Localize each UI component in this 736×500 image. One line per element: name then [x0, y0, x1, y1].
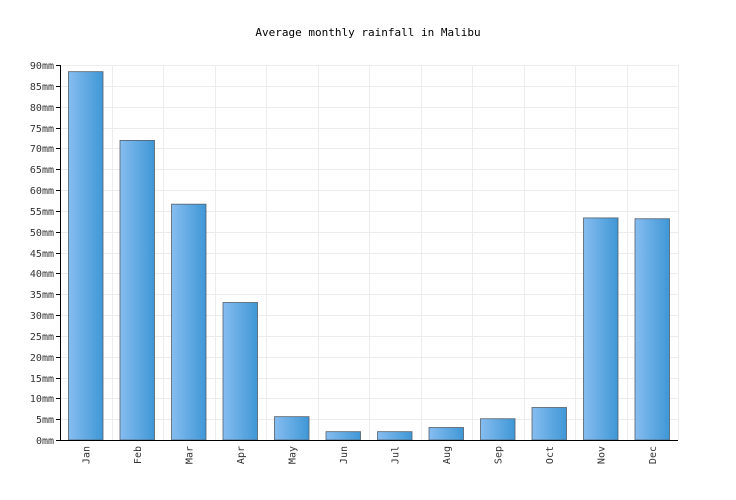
y-tick-label: 30mm [30, 311, 54, 322]
y-tick-label: 70mm [30, 144, 54, 155]
x-axis-ticks: Jan Feb Mar Apr May Jun Jul Aug Sep Oct Nov Dec [81, 446, 659, 464]
y-tick-label: 55mm [30, 207, 54, 218]
y-tick-label: 20mm [30, 353, 54, 364]
x-tick-label: Aug [442, 446, 453, 464]
y-tick-label: 50mm [30, 228, 54, 239]
y-tick-label: 25mm [30, 332, 54, 343]
y-tick-label: 80mm [30, 103, 54, 114]
x-tick-label: Jan [81, 446, 92, 464]
y-tick-label: 85mm [30, 82, 54, 93]
y-tick-label: 60mm [30, 186, 54, 197]
x-tick-label: Mar [184, 446, 195, 464]
x-tick-label: Nov [596, 446, 607, 464]
bar-jun [325, 431, 361, 441]
bars [68, 71, 670, 441]
grid [60, 65, 679, 440]
bar-apr [222, 302, 258, 441]
y-tick-label: 90mm [30, 61, 54, 72]
chart-title: Average monthly rainfall in Malibu [255, 26, 480, 39]
x-tick-label: Dec [648, 446, 659, 464]
y-tick-label: 5mm [36, 415, 54, 426]
bar-mar [171, 203, 207, 441]
bar-sep [480, 418, 516, 441]
bar-jan [68, 71, 104, 441]
x-tick-label: Jun [339, 446, 350, 464]
bar-feb [119, 140, 155, 441]
y-tick-label: 40mm [30, 269, 54, 280]
y-tick-label: 10mm [30, 394, 54, 405]
y-tick-label: 15mm [30, 374, 54, 385]
bar-aug [428, 427, 464, 441]
y-tick-label: 65mm [30, 165, 54, 176]
bar-nov [583, 217, 619, 441]
x-tick-label: Apr [236, 446, 247, 464]
x-tick-label: Sep [493, 446, 504, 464]
bar-oct [531, 407, 567, 441]
bar-jul [377, 431, 413, 441]
y-tick-label: 45mm [30, 249, 54, 260]
x-tick-label: Jul [390, 446, 401, 464]
y-tick-label: 0mm [36, 436, 54, 447]
bar-may [274, 416, 310, 441]
axes [60, 65, 678, 441]
x-tick-label: Feb [133, 446, 144, 464]
y-tick-label: 35mm [30, 290, 54, 301]
y-tick-label: 75mm [30, 124, 54, 135]
x-tick-label: Oct [545, 446, 556, 464]
bar-dec [634, 218, 670, 441]
y-axis-ticks: 0mm 5mm 10mm 15mm 20mm 25mm 30mm 35mm 40mm 45mm 50… [30, 61, 60, 447]
x-tick-label: May [287, 446, 298, 464]
